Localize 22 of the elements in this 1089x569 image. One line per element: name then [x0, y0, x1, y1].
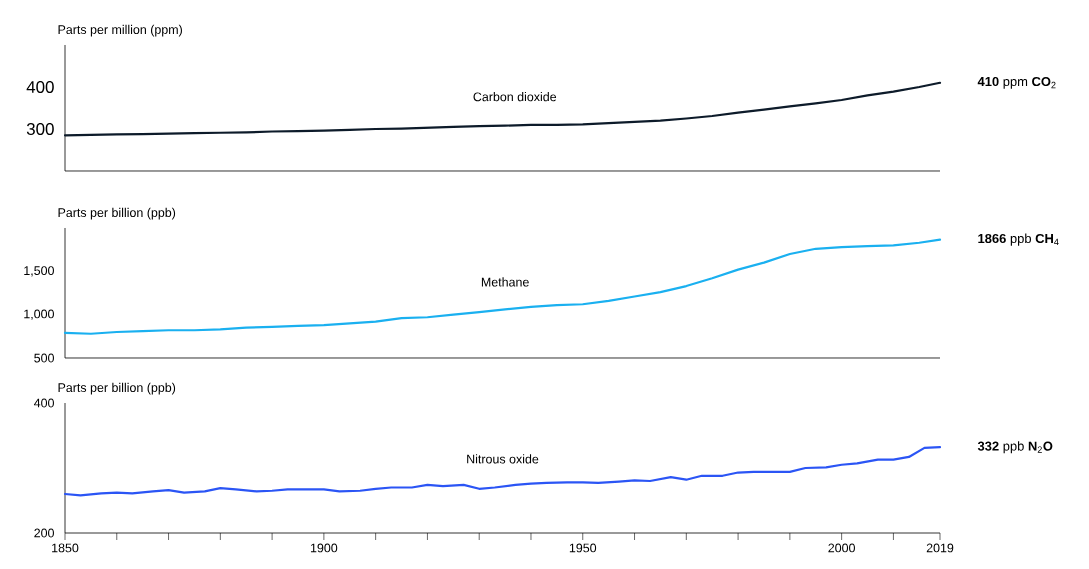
- line-series: [63, 238, 942, 335]
- series-label: Methane: [481, 277, 529, 287]
- y-axis-title: Parts per billion (ppb): [58, 382, 176, 395]
- series-label: Nitrous oxide: [467, 454, 539, 464]
- x-tick-label: 1950: [569, 543, 597, 553]
- y-tick-label: 400: [33, 398, 54, 408]
- y-tick-label: 400: [26, 81, 54, 93]
- y-axis-title: Parts per million (ppm): [58, 24, 182, 37]
- y-tick-label: 200: [34, 528, 54, 538]
- series-label: Carbon dioxide: [473, 92, 557, 102]
- y-tick-label: 1,500: [24, 266, 54, 277]
- y-tick-label: 1,000: [24, 309, 54, 320]
- y-tick-label: 300: [26, 123, 54, 135]
- x-tick-label: 2019: [926, 543, 954, 553]
- y-tick-label: 500: [34, 353, 54, 363]
- text: 1866 ppb CH$_{4}$: [978, 233, 1059, 246]
- text: 332 ppb N$_{2}$O: [977, 441, 1053, 454]
- x-tick-label: 2000: [828, 543, 855, 553]
- text: 410 ppm CO$_{2}$: [977, 76, 1056, 89]
- x-tick-label: 1850: [52, 543, 79, 553]
- x-tick-label: 1900: [310, 543, 338, 553]
- y-axis-title: Parts per billion (ppb): [58, 207, 176, 220]
